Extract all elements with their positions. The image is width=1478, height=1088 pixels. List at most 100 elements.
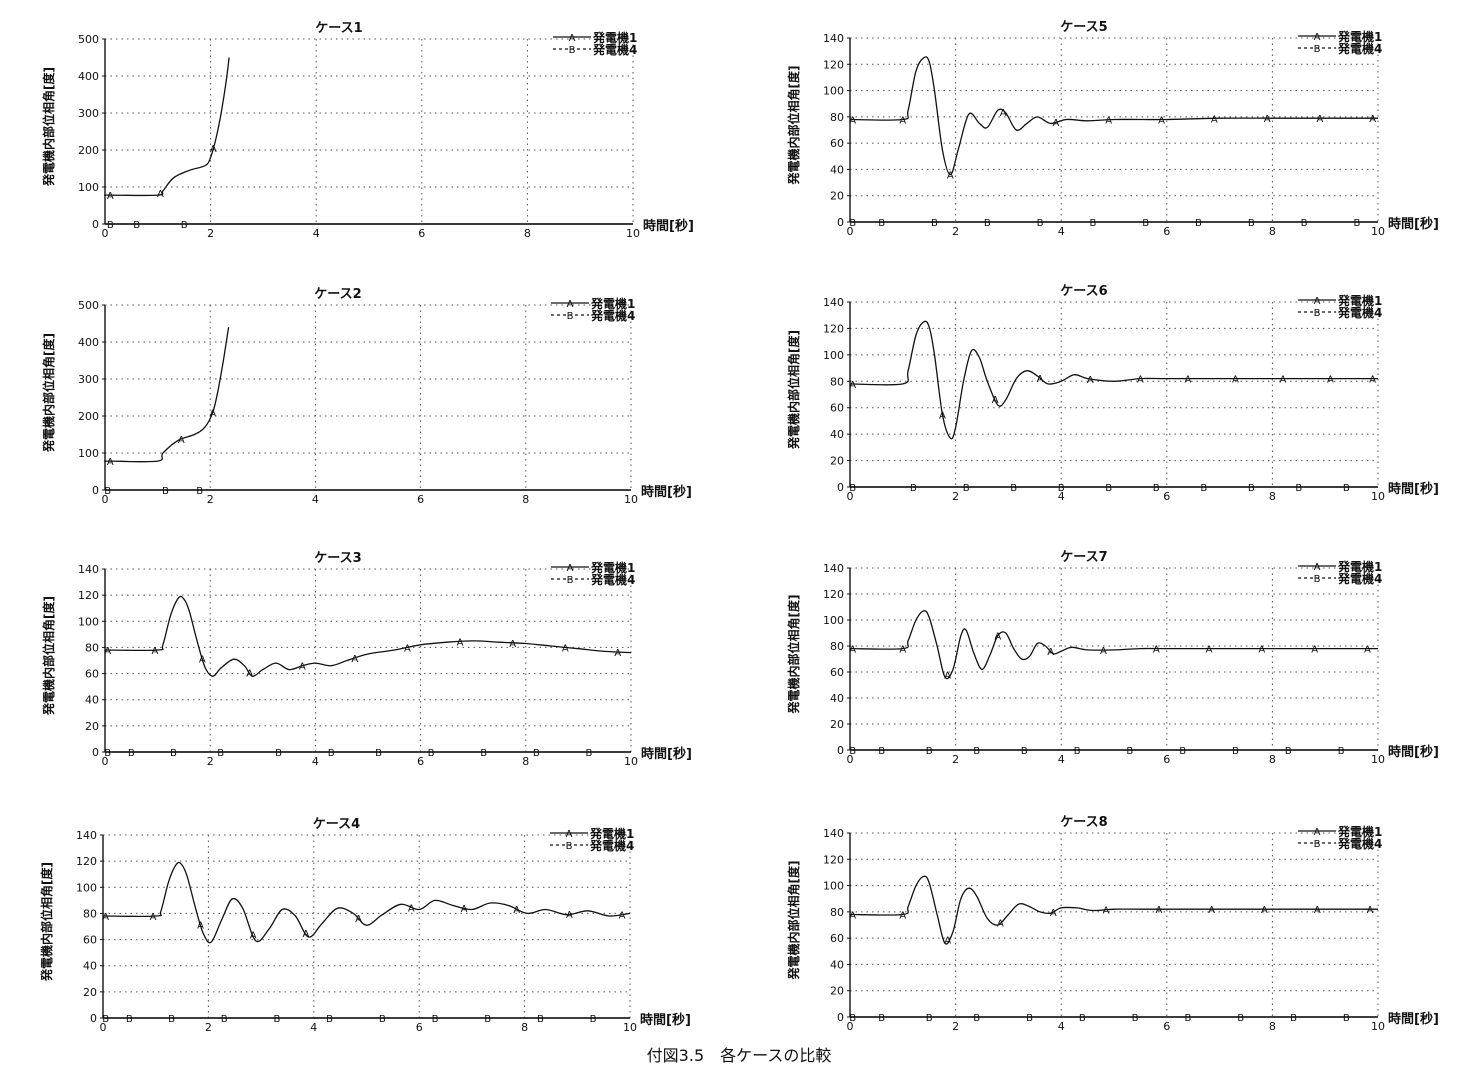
legend-label-2: 発電機4 xyxy=(590,308,635,323)
y-tick-label: 140 xyxy=(76,829,97,842)
series-marker-B: B xyxy=(1026,1013,1033,1024)
y-axis-label: 発電機内部位相角[度] xyxy=(786,595,801,715)
x-tick-label: 4 xyxy=(1058,1020,1065,1033)
series-marker-B: B xyxy=(1295,483,1302,494)
y-tick-label: 0 xyxy=(837,216,844,229)
series-marker-A: A xyxy=(899,645,906,656)
series-marker-A: A xyxy=(209,408,216,419)
x-tick-label: 2 xyxy=(207,493,214,506)
legend-marker-B: B xyxy=(567,311,574,322)
series-marker-A: A xyxy=(849,645,856,656)
y-tick-label: 300 xyxy=(78,107,99,120)
series-marker-A: A xyxy=(1311,645,1318,656)
series-marker-A: A xyxy=(1000,108,1007,119)
y-tick-label: 20 xyxy=(830,985,844,998)
series-marker-B: B xyxy=(1142,218,1149,229)
y-tick-label: 120 xyxy=(823,588,844,601)
legend-marker-A: A xyxy=(1314,827,1321,838)
y-tick-label: 140 xyxy=(78,563,99,576)
series-marker-A: A xyxy=(1369,114,1376,125)
series-marker-B: B xyxy=(1132,1013,1139,1024)
x-tick-label: 2 xyxy=(952,753,959,766)
series-marker-B: B xyxy=(1058,483,1065,494)
series-line-1 xyxy=(849,56,1378,176)
y-tick-label: 40 xyxy=(830,692,844,705)
y-tick-label: 60 xyxy=(830,137,844,150)
y-tick-label: 60 xyxy=(83,934,97,947)
legend-label-2: 発電機4 xyxy=(592,42,637,57)
series-marker-A: A xyxy=(619,910,626,921)
series-line-1 xyxy=(102,861,631,944)
x-tick-label: 10 xyxy=(624,493,638,506)
legend-label-2: 発電機4 xyxy=(1337,571,1382,586)
x-tick-label: 8 xyxy=(1269,225,1276,238)
series-marker-B: B xyxy=(1301,218,1308,229)
legend-label-1: 発電機1 xyxy=(1337,559,1382,574)
x-tick-label: 4 xyxy=(312,493,319,506)
y-tick-label: 40 xyxy=(83,960,97,973)
x-tick-label: 0 xyxy=(847,490,854,503)
x-tick-label: 0 xyxy=(847,753,854,766)
y-tick-label: 80 xyxy=(830,906,844,919)
x-tick-label: 0 xyxy=(847,1020,854,1033)
x-tick-label: 8 xyxy=(522,755,529,768)
y-tick-label: 300 xyxy=(78,373,99,386)
series-marker-A: A xyxy=(1037,374,1044,385)
series-marker-B: B xyxy=(379,1014,386,1025)
y-tick-label: 20 xyxy=(830,455,844,468)
legend-label-1: 発電機1 xyxy=(1337,824,1382,839)
y-tick-label: 80 xyxy=(830,111,844,124)
x-tick-label: 10 xyxy=(626,227,640,240)
series-marker-A: A xyxy=(107,191,114,202)
series-marker-A: A xyxy=(947,171,954,182)
series-marker-B: B xyxy=(537,1014,544,1025)
x-tick-label: 10 xyxy=(1371,753,1385,766)
x-tick-label: 8 xyxy=(1269,490,1276,503)
series-line-1 xyxy=(104,595,632,677)
x-tick-label: 6 xyxy=(418,227,425,240)
legend-marker-B: B xyxy=(567,575,574,586)
x-tick-label: 0 xyxy=(847,225,854,238)
y-tick-label: 80 xyxy=(85,641,99,654)
legend-label-2: 発電機4 xyxy=(589,838,634,853)
series-marker-B: B xyxy=(910,483,917,494)
x-axis-label: 時間[秒] xyxy=(1388,1011,1439,1027)
y-tick-label: 0 xyxy=(837,744,844,757)
y-tick-label: 200 xyxy=(78,144,99,157)
legend-label-1: 発電機1 xyxy=(1337,293,1382,308)
legend-marker-B: B xyxy=(1314,839,1321,850)
series-marker-B: B xyxy=(926,1013,933,1024)
series-marker-A: A xyxy=(178,435,185,446)
x-tick-label: 8 xyxy=(522,493,529,506)
series-marker-B: B xyxy=(126,1014,133,1025)
x-tick-label: 6 xyxy=(1163,225,1170,238)
legend-marker-A: A xyxy=(569,33,576,44)
x-tick-label: 6 xyxy=(417,493,424,506)
y-tick-label: 100 xyxy=(76,881,97,894)
series-marker-B: B xyxy=(104,486,111,497)
x-tick-label: 10 xyxy=(1371,490,1385,503)
y-tick-label: 20 xyxy=(85,720,99,733)
series-marker-B: B xyxy=(375,748,382,759)
series-marker-A: A xyxy=(461,904,468,915)
y-tick-label: 40 xyxy=(85,694,99,707)
x-tick-label: 10 xyxy=(1371,1020,1385,1033)
y-tick-label: 120 xyxy=(823,58,844,71)
legend-marker-B: B xyxy=(566,841,573,852)
series-marker-B: B xyxy=(1237,1013,1244,1024)
y-tick-label: 20 xyxy=(830,718,844,731)
series-marker-B: B xyxy=(926,746,933,757)
series-marker-A: A xyxy=(1103,906,1110,917)
series-marker-A: A xyxy=(1158,115,1165,126)
series-marker-A: A xyxy=(1232,375,1239,386)
series-marker-A: A xyxy=(210,144,217,155)
series-marker-B: B xyxy=(432,1014,439,1025)
series-line-1 xyxy=(104,327,230,463)
y-tick-label: 20 xyxy=(83,986,97,999)
x-tick-label: 4 xyxy=(310,1021,317,1034)
y-tick-label: 140 xyxy=(823,296,844,309)
series-marker-A: A xyxy=(102,912,109,923)
y-tick-label: 100 xyxy=(78,181,99,194)
series-marker-A: A xyxy=(994,632,1001,643)
